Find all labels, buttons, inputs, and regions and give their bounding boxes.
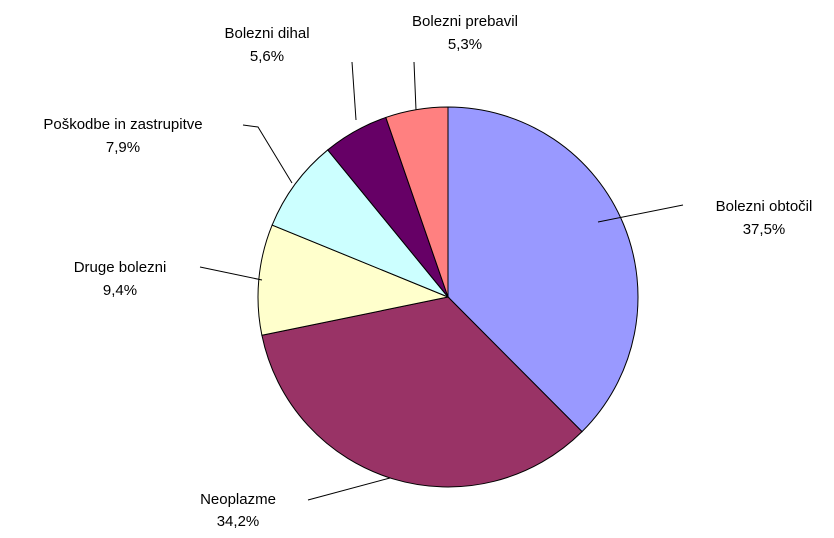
slice-value-label: 34,2% [217,513,260,530]
slice-value-label: 9,4% [103,282,137,299]
leader-line [597,204,684,223]
slice-label: Neoplazme [200,491,276,508]
slice-label: Druge bolezni [74,259,167,276]
pie-slice [447,106,639,433]
leader-line [413,61,417,111]
slice-value-label: 5,6% [250,48,284,65]
slice-label: Poškodbe in zastrupitve [43,116,202,133]
pie-slice [271,149,449,298]
slice-value-label: 5,3% [448,36,482,53]
slice-value-label: 37,5% [743,221,786,238]
leader-line [307,477,391,501]
pie-slice [261,296,583,488]
leader-line [242,124,293,184]
slice-value-label: 7,9% [106,139,140,156]
leader-line [351,61,357,121]
slice-label: Bolezni prebavil [412,13,518,30]
slice-label: Bolezni dihal [224,25,309,42]
leader-line [199,266,263,281]
slice-label: Bolezni obtočil [716,198,813,215]
